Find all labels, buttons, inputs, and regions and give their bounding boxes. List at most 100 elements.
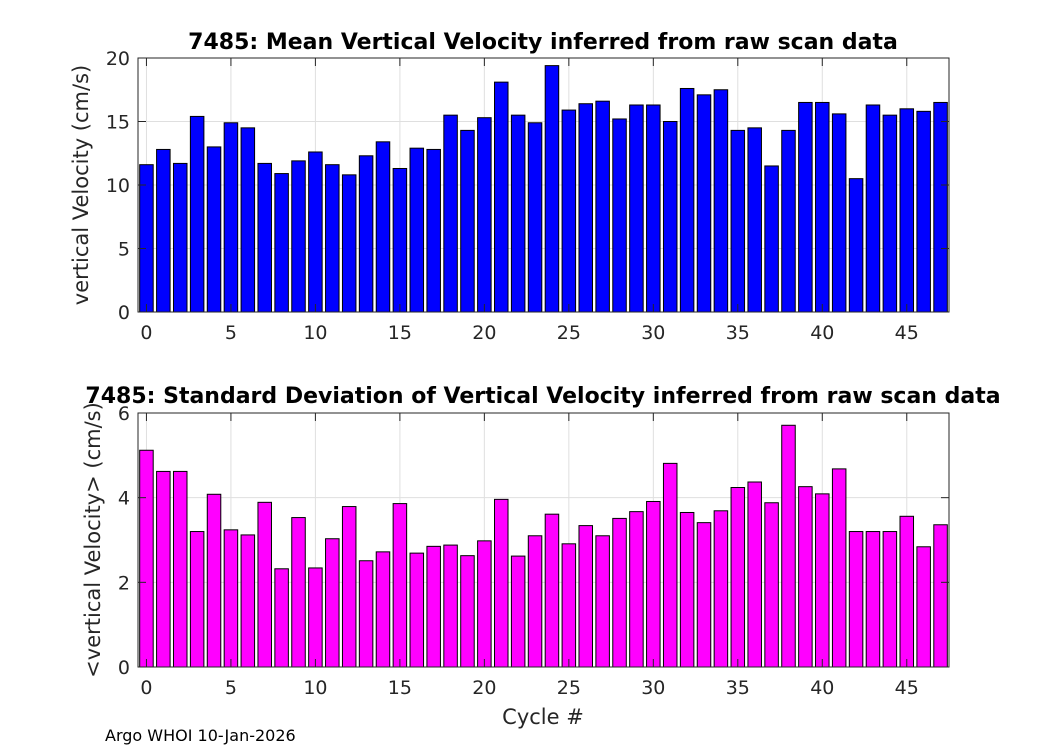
std-velocity-bar <box>916 546 931 668</box>
std-velocity-bar <box>392 503 408 668</box>
std-velocity-ytick-label: 2 <box>118 572 130 594</box>
mean-velocity-bar <box>764 165 779 313</box>
std-velocity-bar <box>882 531 898 668</box>
mean-velocity-bar <box>257 162 272 313</box>
mean-velocity-bar <box>375 141 391 313</box>
std-velocity-bar <box>494 498 509 668</box>
std-velocity-bar <box>172 470 188 668</box>
mean-velocity-xtick-label: 40 <box>810 322 834 344</box>
mean-velocity-bar <box>291 160 306 313</box>
mean-velocity-bar <box>865 104 881 313</box>
mean-velocity-bar <box>612 118 627 313</box>
std-velocity-xtick-label: 20 <box>472 677 496 699</box>
mean-velocity-bar <box>426 148 441 313</box>
std-velocity-ytick-label: 6 <box>118 403 130 425</box>
mean-velocity-ylabel: vertical Velocity (cm/s) <box>69 65 93 305</box>
std-velocity-xtick-label: 25 <box>557 677 581 699</box>
mean-velocity-xtick-label: 25 <box>557 322 581 344</box>
mean-velocity-bar <box>460 129 475 313</box>
mean-velocity-bar <box>696 94 712 313</box>
std-velocity-ytick-label: 0 <box>118 657 130 679</box>
std-velocity-bar <box>696 522 712 668</box>
mean-velocity-bar <box>848 178 864 313</box>
mean-velocity-xtick-label: 15 <box>388 322 412 344</box>
std-velocity-bar <box>426 545 441 668</box>
std-velocity-bar <box>899 515 915 668</box>
mean-velocity-xtick-label: 0 <box>140 322 152 344</box>
std-velocity-bar <box>240 534 256 668</box>
mean-velocity-chart: 0 5 10 15 20 25 30 35 40 45 0 5 10 15 20 7485: Mean Ve… <box>69 30 950 344</box>
mean-velocity-xtick-label: 35 <box>726 322 750 344</box>
mean-velocity-bar <box>308 151 323 313</box>
mean-velocity-xtick-label: 5 <box>225 322 237 344</box>
mean-velocity-bar <box>527 122 543 313</box>
mean-velocity-bar <box>274 173 289 313</box>
mean-velocity-bar <box>544 65 560 313</box>
std-velocity-bar <box>747 481 762 668</box>
mean-velocity-bar <box>798 101 813 313</box>
std-velocity-bar <box>375 551 391 668</box>
std-velocity-bar <box>189 531 205 668</box>
mean-velocity-bar <box>561 109 577 313</box>
std-velocity-xtick-label: 30 <box>641 677 665 699</box>
std-velocity-ylabel: <vertical Velocity> (cm/s) <box>81 402 105 678</box>
std-velocity-bar <box>730 487 746 668</box>
footer-credit: Argo WHOI 10-Jan-2026 <box>105 726 296 745</box>
std-velocity-xtick-label: 5 <box>225 677 237 699</box>
std-velocity-bar <box>139 449 154 668</box>
mean-velocity-xtick-label: 20 <box>472 322 496 344</box>
std-velocity-xtick-label: 40 <box>810 677 834 699</box>
mean-velocity-bar <box>477 117 492 313</box>
std-velocity-xtick-label: 45 <box>895 677 919 699</box>
std-velocity-title: 7485: Standard Deviation of Vertical Vel… <box>85 384 1000 409</box>
std-velocity-bar <box>527 535 543 668</box>
mean-velocity-bar <box>662 121 678 313</box>
std-velocity-bar <box>544 513 560 668</box>
std-velocity-bar <box>477 540 492 668</box>
std-velocity-bar <box>409 552 425 668</box>
std-velocity-axes-box <box>137 412 950 668</box>
std-velocity-xtick-label: 10 <box>303 677 327 699</box>
std-velocity-xtick-label: 35 <box>726 677 750 699</box>
mean-velocity-ytick-label: 15 <box>106 112 130 134</box>
mean-velocity-bar <box>325 164 340 313</box>
mean-velocity-bar <box>899 108 915 313</box>
mean-velocity-bar <box>223 122 239 313</box>
mean-velocity-bar <box>443 114 458 313</box>
std-velocity-bar <box>291 517 306 668</box>
std-velocity-bar <box>781 424 796 668</box>
mean-velocity-bar <box>139 164 154 313</box>
mean-velocity-bar <box>358 155 374 313</box>
mean-velocity-bar <box>240 127 256 313</box>
mean-velocity-bar <box>781 129 796 313</box>
std-velocity-bar <box>325 538 340 668</box>
mean-velocity-bar <box>646 104 661 313</box>
mean-velocity-title: 7485: Mean Vertical Velocity inferred fr… <box>188 30 898 55</box>
std-velocity-bar <box>578 525 593 668</box>
mean-velocity-bar <box>916 110 931 313</box>
mean-velocity-bar <box>172 162 188 313</box>
std-velocity-bar <box>612 517 627 668</box>
std-velocity-bar <box>510 555 526 668</box>
std-velocity-bar <box>764 502 779 668</box>
std-velocity-bar <box>206 493 222 668</box>
std-velocity-bar <box>848 531 864 668</box>
mean-velocity-bar <box>713 89 729 313</box>
mean-velocity-ytick-label: 0 <box>118 302 130 324</box>
mean-velocity-bar <box>341 174 357 313</box>
mean-velocity-bar <box>747 127 762 313</box>
mean-velocity-bar <box>510 114 526 313</box>
std-velocity-bar <box>865 531 881 668</box>
mean-velocity-bar <box>933 101 948 313</box>
std-velocity-chart: 0 5 10 15 20 25 30 35 40 45 0 2 4 6 7485: Standard De… <box>81 384 1001 729</box>
mean-velocity-xtick-label: 10 <box>303 322 327 344</box>
std-velocity-bar <box>933 524 948 668</box>
std-velocity-bar <box>341 506 357 668</box>
std-velocity-bar <box>274 568 289 668</box>
mean-velocity-bar <box>882 114 898 313</box>
std-velocity-bar <box>713 510 729 668</box>
mean-velocity-bar <box>595 100 610 313</box>
mean-velocity-bar <box>831 113 847 313</box>
mean-velocity-bar <box>578 103 593 313</box>
